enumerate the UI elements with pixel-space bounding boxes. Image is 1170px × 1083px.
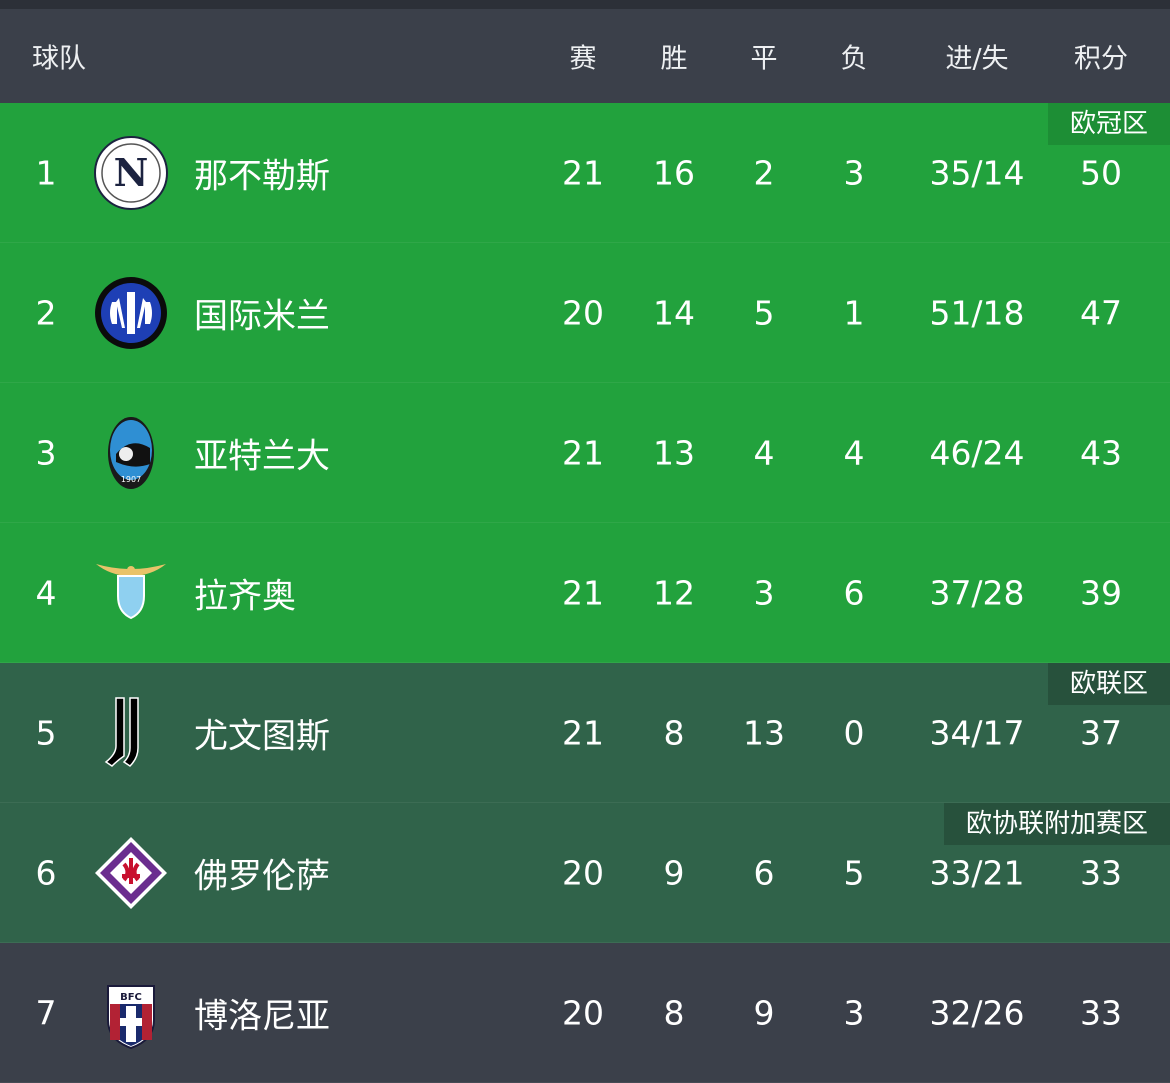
- points: 43: [1080, 433, 1122, 472]
- header-played: 赛: [569, 43, 597, 75]
- drawn: 3: [753, 573, 775, 612]
- napoli-logo-icon: N: [94, 135, 168, 210]
- goals: 35/14: [929, 153, 1025, 192]
- lost: 5: [843, 853, 865, 892]
- table-row[interactable]: 2 国际米兰 20 14 5 1 51/18 47: [0, 243, 1170, 383]
- zone-badge: 欧冠区: [1047, 103, 1170, 145]
- table-row[interactable]: 3 1907 亚特兰大 21 13 4 4 46/24 43: [0, 383, 1170, 523]
- goals: 51/18: [929, 293, 1025, 332]
- lost: 1: [843, 293, 865, 332]
- bologna-logo-icon: BFC: [94, 976, 168, 1050]
- team-name[interactable]: 国际米兰: [194, 296, 330, 336]
- drawn: 2: [753, 153, 775, 192]
- drawn: 4: [753, 433, 775, 472]
- svg-text:1907: 1907: [121, 475, 141, 484]
- header-points: 积分: [1074, 43, 1128, 75]
- played: 20: [562, 993, 604, 1032]
- lazio-logo-icon: [94, 556, 168, 630]
- won: 16: [653, 153, 695, 192]
- svg-text:BFC: BFC: [120, 992, 142, 1003]
- won: 9: [663, 853, 685, 892]
- rank: 5: [35, 713, 57, 752]
- standings-table: 欧冠区 1 N 那不勒斯 21 16 2 3 35/14 50 2 国际米兰 2…: [0, 103, 1170, 1083]
- won: 8: [663, 713, 685, 752]
- top-bar: [0, 0, 1170, 9]
- points: 37: [1080, 713, 1122, 752]
- points: 33: [1080, 993, 1122, 1032]
- table-row[interactable]: 欧冠区 1 N 那不勒斯 21 16 2 3 35/14 50: [0, 103, 1170, 243]
- rank: 2: [35, 293, 57, 332]
- rank: 1: [35, 153, 57, 192]
- header-goals: 进/失: [945, 43, 1009, 75]
- rank: 7: [35, 993, 57, 1032]
- table-row[interactable]: 4 拉齐奥 21 12 3 6 37/28 39: [0, 523, 1170, 663]
- drawn: 5: [753, 293, 775, 332]
- played: 21: [562, 153, 604, 192]
- points: 39: [1080, 573, 1122, 612]
- juventus-logo-icon: [94, 696, 168, 770]
- atalanta-logo-icon: 1907: [94, 416, 168, 490]
- points: 33: [1080, 853, 1122, 892]
- played: 20: [562, 293, 604, 332]
- team-name[interactable]: 那不勒斯: [194, 156, 330, 196]
- table-row[interactable]: 欧联区 5 尤文图斯 21 8 13 0 34/17 37: [0, 663, 1170, 803]
- played: 21: [562, 713, 604, 752]
- team-name[interactable]: 博洛尼亚: [194, 996, 330, 1036]
- lost: 6: [843, 573, 865, 612]
- lost: 3: [843, 993, 865, 1032]
- points: 47: [1080, 293, 1122, 332]
- table-row[interactable]: 7 BFC 博洛尼亚 20 8 9 3 32/26 33: [0, 943, 1170, 1083]
- header-drawn: 平: [750, 43, 778, 75]
- inter-logo-icon: [94, 276, 168, 350]
- goals: 46/24: [929, 433, 1025, 472]
- zone-badge: 欧联区: [1047, 663, 1170, 705]
- won: 14: [653, 293, 695, 332]
- zone-badge: 欧协联附加赛区: [943, 803, 1170, 845]
- played: 21: [562, 433, 604, 472]
- drawn: 6: [753, 853, 775, 892]
- fiorentina-logo-icon: [94, 836, 168, 910]
- drawn: 13: [743, 713, 785, 752]
- goals: 34/17: [929, 713, 1025, 752]
- table-header: 球队 赛 胜 平 负 进/失 积分: [0, 9, 1170, 103]
- header-won: 胜: [660, 43, 688, 75]
- drawn: 9: [753, 993, 775, 1032]
- won: 13: [653, 433, 695, 472]
- rank: 6: [35, 853, 57, 892]
- table-row[interactable]: 欧协联附加赛区 6 佛罗伦萨 20 9 6 5 33/21 33: [0, 803, 1170, 943]
- rank: 3: [35, 433, 57, 472]
- played: 20: [562, 853, 604, 892]
- lost: 3: [843, 153, 865, 192]
- lost: 4: [843, 433, 865, 472]
- team-name[interactable]: 尤文图斯: [194, 716, 330, 756]
- played: 21: [562, 573, 604, 612]
- goals: 37/28: [929, 573, 1025, 612]
- points: 50: [1080, 153, 1122, 192]
- rank: 4: [35, 573, 57, 612]
- header-team: 球队: [32, 43, 86, 75]
- won: 8: [663, 993, 685, 1032]
- header-lost: 负: [840, 43, 868, 75]
- svg-text:N: N: [114, 150, 149, 195]
- lost: 0: [843, 713, 865, 752]
- won: 12: [653, 573, 695, 612]
- team-name[interactable]: 佛罗伦萨: [194, 856, 330, 896]
- goals: 33/21: [929, 853, 1025, 892]
- team-name[interactable]: 亚特兰大: [194, 436, 330, 476]
- team-name[interactable]: 拉齐奥: [194, 576, 296, 616]
- goals: 32/26: [929, 993, 1025, 1032]
